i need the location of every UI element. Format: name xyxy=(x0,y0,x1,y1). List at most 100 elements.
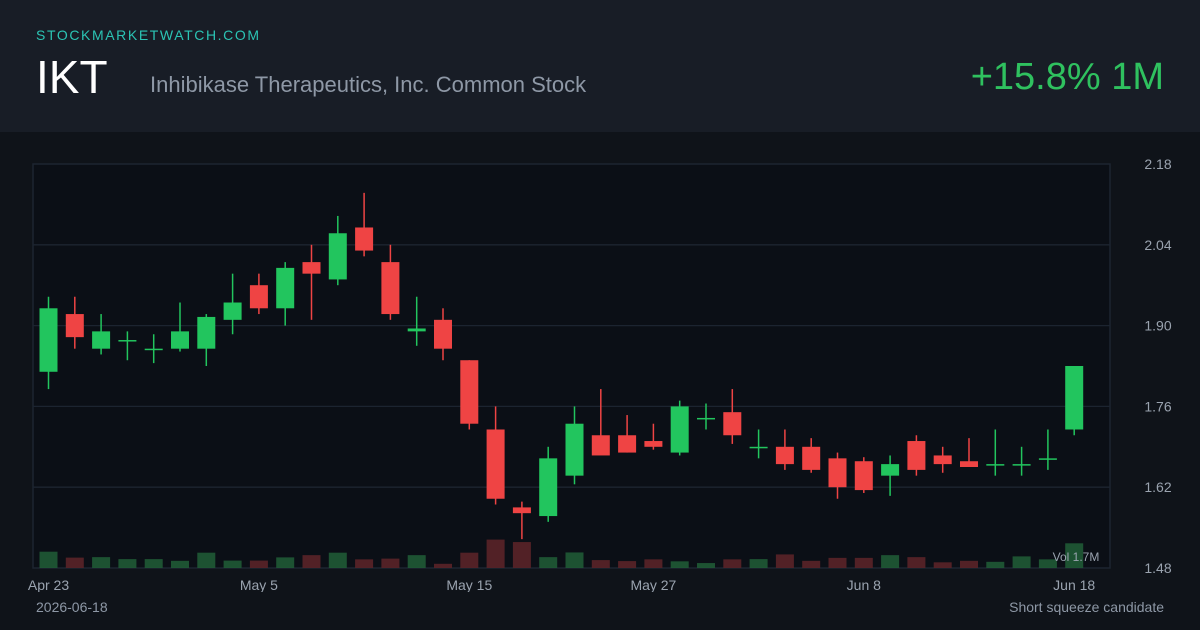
volume-bar xyxy=(144,559,163,568)
company-name: Inhibikase Therapeutics, Inc. Common Sto… xyxy=(150,72,587,97)
y-tick-label: 2.18 xyxy=(1144,156,1171,172)
volume-bar xyxy=(723,559,742,568)
volume-bar xyxy=(381,558,400,568)
candle-body xyxy=(854,461,873,491)
candle-body xyxy=(302,262,321,274)
x-tick-label: Apr 23 xyxy=(28,577,69,592)
ticker-symbol: IKT xyxy=(36,51,108,103)
candle-body xyxy=(1012,464,1031,466)
candle-body xyxy=(460,360,479,424)
candle-body xyxy=(775,446,794,465)
volume-bar xyxy=(933,562,952,568)
volume-bar xyxy=(828,557,847,568)
footer-note: Short squeeze candidate xyxy=(1009,599,1164,615)
volume-bar xyxy=(565,552,584,568)
volume-bar xyxy=(434,563,452,568)
volume-bar xyxy=(697,563,715,568)
volume-bar xyxy=(355,559,374,568)
volume-bar xyxy=(854,557,873,568)
candle-body xyxy=(355,227,374,251)
candle-body xyxy=(749,446,768,449)
candle-body xyxy=(381,262,400,315)
candle-body xyxy=(65,314,84,338)
candle-body xyxy=(670,406,689,453)
candle-body xyxy=(223,302,242,320)
volume-bar xyxy=(276,557,295,568)
volume-bar xyxy=(486,539,505,568)
candle-body xyxy=(723,412,742,436)
candle-body xyxy=(644,441,663,447)
candle-body xyxy=(933,455,952,465)
candlestick-chart: 2.18 2.04 1.90 1.76 1.62 1.48 Vol 1.7M Apr 23 Ma… xyxy=(28,156,1172,592)
x-tick-label: May 5 xyxy=(240,577,278,592)
x-tick-label: May 27 xyxy=(630,577,676,592)
candle-body xyxy=(171,331,189,349)
candle-body xyxy=(697,417,715,420)
volume-bar xyxy=(591,560,610,568)
volume-bar xyxy=(118,559,137,568)
volume-bar xyxy=(749,559,768,568)
y-tick-label: 1.90 xyxy=(1144,318,1171,334)
candle-body xyxy=(591,435,610,456)
candle-body xyxy=(960,461,978,467)
volume-bar xyxy=(881,555,900,568)
candle-body xyxy=(1038,458,1057,460)
candle-body xyxy=(907,441,926,470)
footer-date: 2026-06-18 xyxy=(36,599,108,615)
candle-body xyxy=(39,308,58,372)
volume-bar xyxy=(249,560,268,568)
y-tick-label: 2.04 xyxy=(1144,237,1171,253)
volume-bar xyxy=(171,560,189,568)
volume-bar xyxy=(670,561,689,568)
candle-body xyxy=(276,267,295,309)
candle-body xyxy=(986,464,1005,466)
volume-bar xyxy=(302,555,321,568)
candle-body xyxy=(512,507,531,514)
x-tick-label: May 15 xyxy=(446,577,492,592)
candle-body xyxy=(328,233,347,280)
y-tick-label: 1.62 xyxy=(1144,479,1171,495)
site-name[interactable]: STOCKMARKETWATCH.COM xyxy=(36,27,261,43)
candle-body xyxy=(92,331,111,349)
volume-bar xyxy=(407,555,426,568)
x-tick-label: Jun 8 xyxy=(847,577,881,592)
candle-body xyxy=(249,285,268,309)
volume-bar xyxy=(986,561,1005,568)
plot-area xyxy=(32,163,1111,569)
volume-bar xyxy=(197,552,216,568)
y-tick-label: 1.48 xyxy=(1144,560,1171,576)
volume-bar xyxy=(775,554,794,568)
volume-bar xyxy=(328,552,347,568)
candle-body xyxy=(1065,366,1084,430)
volume-bar xyxy=(1012,556,1031,568)
volume-bar xyxy=(907,557,926,568)
volume-bar xyxy=(39,551,58,568)
volume-bar xyxy=(644,559,663,568)
volume-bar xyxy=(802,560,821,568)
y-tick-label: 1.76 xyxy=(1144,398,1171,414)
volume-bar xyxy=(1065,543,1084,568)
x-tick-label: Jun 18 xyxy=(1053,577,1095,592)
candle-body xyxy=(144,348,163,351)
candle-body xyxy=(118,340,137,342)
volume-bar xyxy=(512,542,531,568)
candle-body xyxy=(828,458,847,488)
candle-body xyxy=(802,446,821,470)
volume-bar xyxy=(65,557,84,568)
candle-body xyxy=(197,316,216,349)
candle-body xyxy=(565,423,584,476)
header: STOCKMARKETWATCH.COM IKT Inhibikase Ther… xyxy=(0,0,1200,132)
volume-bar xyxy=(960,560,978,568)
candle-body xyxy=(618,435,637,453)
candle-body xyxy=(881,464,900,476)
volume-bar xyxy=(223,560,242,568)
volume-bar xyxy=(92,557,111,568)
price-change: +15.8% 1M xyxy=(970,56,1164,98)
candle-body xyxy=(486,429,505,499)
candle-body xyxy=(407,328,426,332)
volume-bar xyxy=(618,561,637,568)
volume-bar xyxy=(539,557,558,568)
candle-body xyxy=(539,458,558,517)
volume-bar xyxy=(460,552,479,568)
candle-body xyxy=(434,319,452,349)
